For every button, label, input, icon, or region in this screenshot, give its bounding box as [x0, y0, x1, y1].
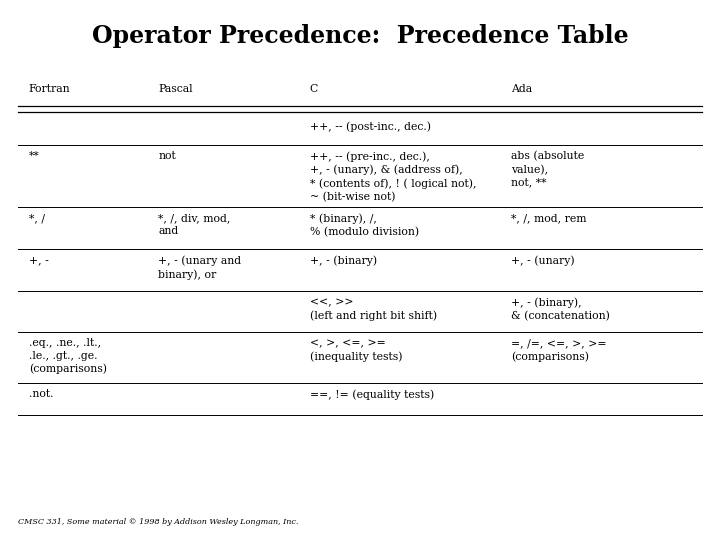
Text: +, -: +, - — [29, 255, 48, 266]
Text: =, /=, <=, >, >=
(comparisons): =, /=, <=, >, >= (comparisons) — [511, 338, 607, 362]
Text: Fortran: Fortran — [29, 84, 71, 94]
Text: .not.: .not. — [29, 389, 53, 400]
Text: +, - (unary): +, - (unary) — [511, 255, 575, 266]
Text: CMSC 331, Some material © 1998 by Addison Wesley Longman, Inc.: CMSC 331, Some material © 1998 by Addiso… — [18, 518, 298, 526]
Text: not: not — [158, 151, 176, 161]
Text: *, /: *, / — [29, 213, 45, 224]
Text: <<, >>
(left and right bit shift): <<, >> (left and right bit shift) — [310, 298, 437, 321]
Text: ++, -- (pre-inc., dec.),
+, - (unary), & (address of),
* (contents of), ! ( logi: ++, -- (pre-inc., dec.), +, - (unary), &… — [310, 151, 476, 202]
Text: abs (absolute
value),
not, **: abs (absolute value), not, ** — [511, 151, 585, 187]
Text: +, - (binary),
& (concatenation): +, - (binary), & (concatenation) — [511, 298, 610, 321]
Text: *, /, mod, rem: *, /, mod, rem — [511, 213, 587, 224]
Text: *, /, div, mod,
and: *, /, div, mod, and — [158, 213, 231, 236]
Text: <, >, <=, >=
(inequality tests): <, >, <=, >= (inequality tests) — [310, 338, 402, 362]
Text: Pascal: Pascal — [158, 84, 193, 94]
Text: ==, != (equality tests): ==, != (equality tests) — [310, 389, 434, 400]
Text: +, - (binary): +, - (binary) — [310, 255, 377, 266]
Text: * (binary), /,
% (modulo division): * (binary), /, % (modulo division) — [310, 213, 419, 237]
Text: ++, -- (post-inc., dec.): ++, -- (post-inc., dec.) — [310, 122, 431, 132]
Text: +, - (unary and
binary), or: +, - (unary and binary), or — [158, 255, 241, 280]
Text: **: ** — [29, 151, 40, 161]
Text: Ada: Ada — [511, 84, 532, 94]
Text: Operator Precedence:  Precedence Table: Operator Precedence: Precedence Table — [91, 24, 629, 48]
Text: C: C — [310, 84, 318, 94]
Text: .eq., .ne., .lt.,
.le., .gt., .ge.
(comparisons): .eq., .ne., .lt., .le., .gt., .ge. (comp… — [29, 338, 107, 374]
